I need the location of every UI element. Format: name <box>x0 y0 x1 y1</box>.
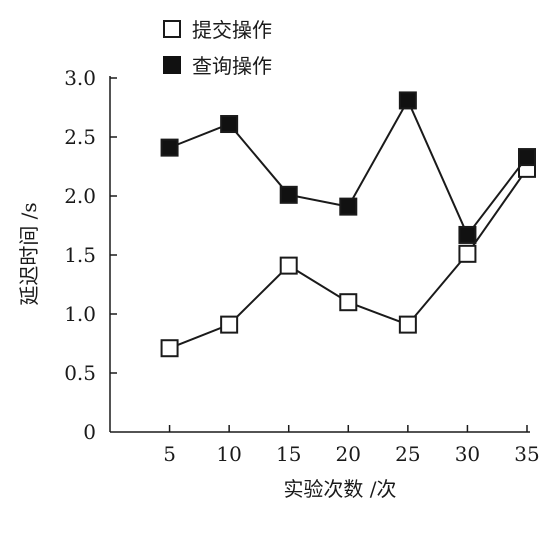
legend-item-submit: 提交操作 <box>163 18 272 42</box>
x-tick-label: 20 <box>336 442 361 466</box>
data-point <box>279 256 298 275</box>
x-ticks: 5 10 15 20 25 30 35 <box>163 425 540 466</box>
legend-label-submit: 提交操作 <box>192 18 272 42</box>
y-tick-label: 1.0 <box>64 302 96 326</box>
data-point <box>279 185 298 204</box>
data-point <box>339 293 358 312</box>
series-submit <box>160 159 536 358</box>
data-point <box>398 91 417 110</box>
y-ticks: 0 0.5 1.0 1.5 2.0 2.5 3.0 <box>64 66 117 444</box>
y-tick-label: 1.5 <box>64 243 96 267</box>
data-point <box>458 244 477 263</box>
y-tick-label: 2.0 <box>64 184 96 208</box>
x-tick-label: 25 <box>395 442 420 466</box>
legend-label-query: 查询操作 <box>192 54 272 78</box>
y-axis-title: 延迟时间 /s <box>17 202 41 305</box>
data-point <box>160 138 179 157</box>
x-tick-label: 15 <box>276 442 301 466</box>
legend-item-query: 查询操作 <box>163 54 272 78</box>
data-point <box>160 339 179 358</box>
data-point <box>398 315 417 334</box>
legend: 提交操作 查询操作 <box>163 18 272 78</box>
series-query <box>160 91 536 244</box>
x-tick-label: 35 <box>514 442 539 466</box>
data-point <box>220 115 239 134</box>
legend-marker-hollow-square <box>163 20 181 38</box>
x-tick-label: 10 <box>216 442 241 466</box>
data-point <box>339 197 358 216</box>
y-tick-label: 0.5 <box>64 361 96 385</box>
data-point <box>458 225 477 244</box>
data-point <box>518 148 536 167</box>
y-tick-label: 2.5 <box>64 125 96 149</box>
y-tick-label: 3.0 <box>64 66 96 90</box>
legend-marker-filled-square <box>163 56 181 74</box>
data-point <box>220 315 239 334</box>
x-tick-label: 30 <box>455 442 480 466</box>
series-group <box>160 91 536 358</box>
x-axis-title: 实验次数 /次 <box>283 477 396 501</box>
x-tick-label: 5 <box>163 442 176 466</box>
y-tick-label: 0 <box>83 420 96 444</box>
